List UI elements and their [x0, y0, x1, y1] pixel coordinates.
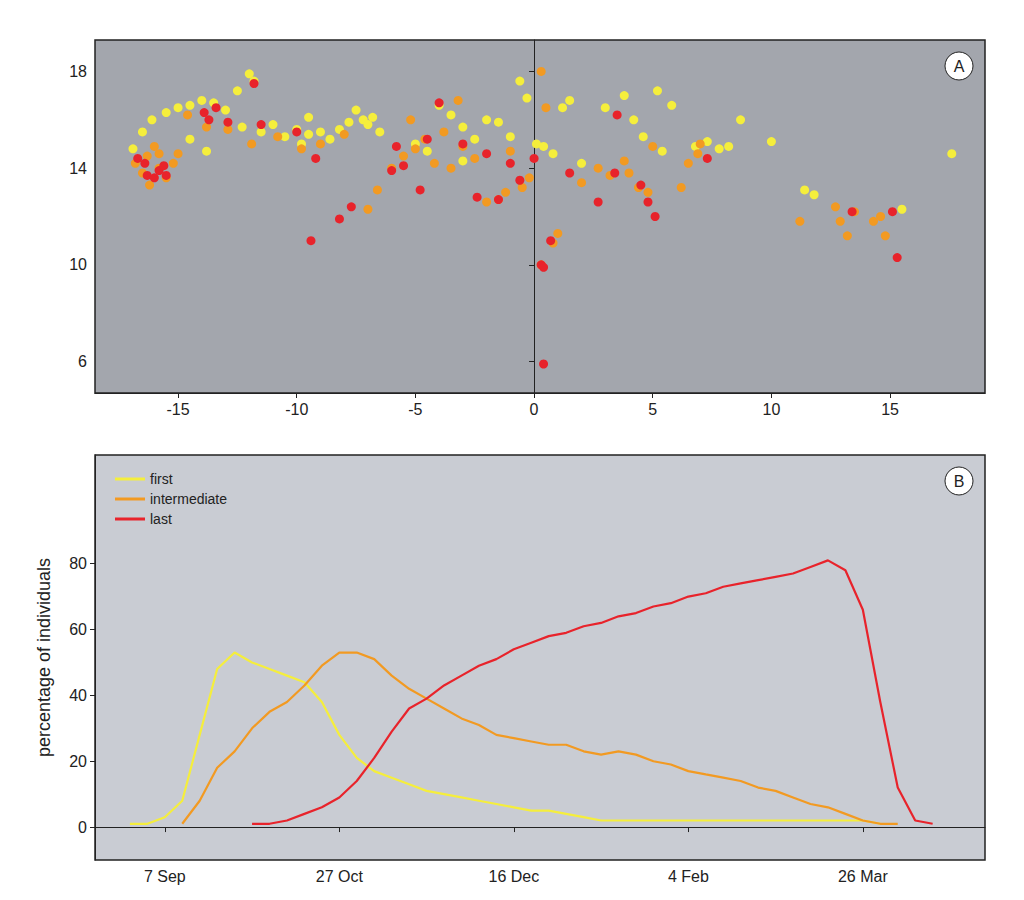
svg-text:26 Mar: 26 Mar — [838, 868, 888, 885]
svg-text:14: 14 — [69, 160, 87, 177]
svg-text:-5: -5 — [408, 401, 422, 418]
svg-text:7 Sep: 7 Sep — [144, 868, 186, 885]
svg-text:intermediate: intermediate — [150, 491, 227, 507]
svg-text:-15: -15 — [167, 401, 190, 418]
svg-text:0: 0 — [78, 819, 87, 836]
svg-text:-10: -10 — [285, 401, 308, 418]
svg-text:last: last — [150, 511, 172, 527]
svg-text:18: 18 — [69, 63, 87, 80]
svg-text:40: 40 — [69, 687, 87, 704]
svg-text:16 Dec: 16 Dec — [488, 868, 539, 885]
svg-text:A: A — [954, 58, 965, 75]
svg-text:20: 20 — [69, 753, 87, 770]
svg-text:10: 10 — [763, 401, 781, 418]
svg-text:6: 6 — [78, 353, 87, 370]
svg-text:first: first — [150, 471, 173, 487]
svg-text:15: 15 — [881, 401, 899, 418]
svg-text:5: 5 — [648, 401, 657, 418]
svg-text:60: 60 — [69, 621, 87, 638]
svg-text:27 Oct: 27 Oct — [316, 868, 364, 885]
svg-text:0: 0 — [530, 401, 539, 418]
svg-text:80: 80 — [69, 555, 87, 572]
svg-text:10: 10 — [69, 256, 87, 273]
svg-text:4 Feb: 4 Feb — [668, 868, 709, 885]
svg-text:percentage of individuals: percentage of individuals — [34, 558, 54, 757]
svg-text:B: B — [954, 473, 965, 490]
